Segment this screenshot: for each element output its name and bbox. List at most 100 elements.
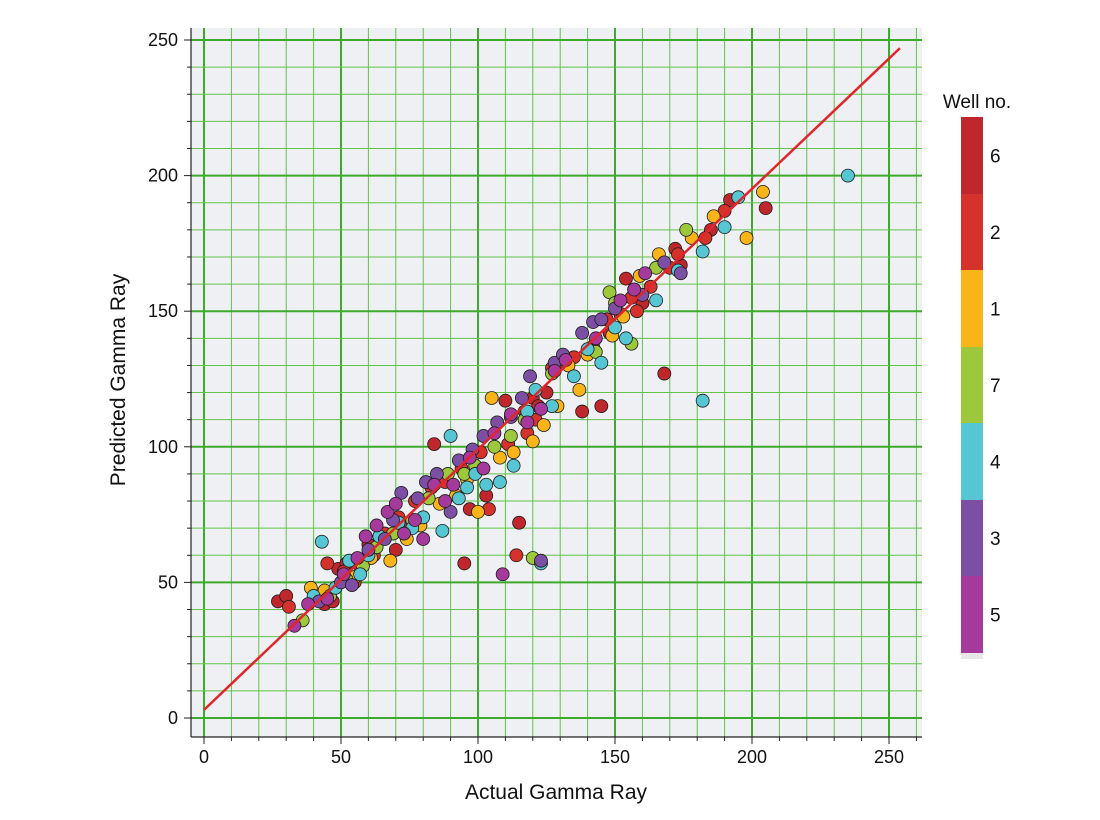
data-point-well-3 bbox=[575, 325, 590, 340]
data-point-well-7 bbox=[679, 222, 694, 237]
data-point-well-4 bbox=[717, 220, 732, 235]
data-point-well-4 bbox=[649, 293, 663, 308]
legend-labels: 6 2 1 7 4 3 5 bbox=[990, 147, 1001, 627]
data-point-well-4 bbox=[506, 458, 521, 473]
data-point-well-4 bbox=[608, 320, 622, 335]
data-point-well-5 bbox=[287, 618, 302, 633]
legend-title: Well no. bbox=[943, 92, 1011, 113]
data-point-well-1 bbox=[572, 382, 587, 397]
data-point-well-6 bbox=[457, 556, 472, 571]
data-point-well-5 bbox=[503, 407, 518, 422]
data-point-well-1 bbox=[493, 450, 507, 465]
data-point-well-6 bbox=[594, 399, 609, 414]
data-point-well-4 bbox=[567, 369, 581, 384]
data-point-well-4 bbox=[580, 342, 595, 357]
data-point-well-6 bbox=[619, 271, 633, 286]
data-point-well-6 bbox=[388, 542, 403, 557]
y-tick-label: 0 bbox=[168, 708, 178, 728]
data-point-well-3 bbox=[594, 312, 609, 327]
data-point-well-4 bbox=[314, 534, 329, 549]
regression-line bbox=[203, 47, 901, 711]
y-tick-label: 250 bbox=[148, 30, 178, 50]
legend-label-1: 1 bbox=[990, 300, 1001, 321]
data-point-well-6 bbox=[575, 404, 590, 419]
y-axis-ticks: 0 50 100 150 200 250 bbox=[148, 30, 178, 728]
x-tick-label: 200 bbox=[737, 747, 767, 767]
legend-label-5: 5 bbox=[990, 606, 1001, 627]
data-point-well-1 bbox=[506, 445, 521, 460]
data-point-well-6 bbox=[427, 437, 442, 451]
data-point-well-4 bbox=[435, 523, 450, 538]
legend-color-2 bbox=[961, 194, 983, 270]
data-point-well-3 bbox=[523, 369, 537, 384]
y-tick-label: 50 bbox=[158, 572, 178, 592]
data-point-well-6 bbox=[498, 393, 513, 408]
legend: Well no. 6 2 1 7 4 3 5 bbox=[943, 92, 1011, 659]
data-point-well-5 bbox=[380, 504, 395, 519]
data-point-well-4 bbox=[493, 475, 507, 489]
data-point-well-1 bbox=[756, 184, 770, 199]
data-point-well-5 bbox=[301, 597, 316, 611]
y-tick-label: 200 bbox=[148, 166, 178, 186]
plot-area bbox=[191, 28, 922, 737]
data-point-well-5 bbox=[438, 494, 453, 508]
legend-label-4: 4 bbox=[990, 453, 1001, 474]
data-point-well-4 bbox=[451, 491, 466, 506]
legend-label-2: 2 bbox=[990, 223, 1001, 244]
data-point-well-7 bbox=[602, 285, 617, 300]
data-point-well-5 bbox=[388, 496, 403, 511]
data-point-well-2 bbox=[717, 203, 732, 218]
data-point-well-5 bbox=[638, 266, 653, 281]
data-point-well-3 bbox=[394, 486, 409, 500]
legend-color-3 bbox=[961, 500, 983, 576]
data-point-well-5 bbox=[416, 532, 431, 546]
data-point-well-3 bbox=[514, 391, 529, 405]
data-point-well-5 bbox=[336, 567, 351, 582]
data-point-well-5 bbox=[627, 282, 642, 297]
legend-label-7: 7 bbox=[990, 376, 1001, 397]
data-point-well-4 bbox=[695, 244, 710, 259]
x-tick-label: 0 bbox=[199, 747, 209, 767]
data-point-well-6 bbox=[758, 201, 773, 216]
legend-color-7 bbox=[961, 347, 983, 423]
data-point-well-7 bbox=[503, 429, 518, 443]
data-point-well-2 bbox=[630, 304, 644, 319]
data-point-well-5 bbox=[495, 567, 510, 582]
y-axis-label: Predicted Gamma Ray bbox=[107, 273, 130, 486]
data-point-well-5 bbox=[476, 461, 491, 476]
axes bbox=[184, 28, 922, 744]
data-point-well-4 bbox=[353, 567, 368, 582]
data-point-well-3 bbox=[345, 578, 359, 593]
legend-color-5 bbox=[961, 576, 983, 653]
y-tick-label: 100 bbox=[148, 437, 178, 457]
data-point-well-1 bbox=[536, 418, 551, 433]
legend-color-4 bbox=[961, 423, 983, 500]
data-point-well-5 bbox=[446, 477, 461, 492]
x-tick-label: 150 bbox=[600, 747, 630, 767]
data-point-well-1 bbox=[484, 391, 499, 405]
data-point-well-3 bbox=[443, 504, 458, 519]
data-point-well-3 bbox=[657, 255, 672, 270]
data-point-well-2 bbox=[320, 556, 335, 571]
data-point-well-5 bbox=[369, 518, 384, 533]
data-point-well-4 bbox=[695, 393, 710, 408]
data-point-well-6 bbox=[512, 515, 526, 530]
x-axis-label: Actual Gamma Ray bbox=[465, 781, 648, 804]
data-point-well-5 bbox=[520, 415, 535, 430]
data-point-well-5 bbox=[613, 293, 628, 308]
legend-color-1 bbox=[961, 270, 983, 347]
data-point-well-5 bbox=[397, 526, 411, 541]
data-point-well-1 bbox=[706, 209, 721, 224]
legend-label-3: 3 bbox=[990, 529, 1001, 550]
data-point-well-1 bbox=[739, 231, 754, 245]
data-point-well-1 bbox=[525, 434, 540, 449]
data-point-well-2 bbox=[509, 548, 524, 563]
legend-label-6: 6 bbox=[990, 147, 1001, 168]
data-point-well-4 bbox=[619, 331, 633, 346]
legend-colorbar bbox=[961, 117, 983, 659]
legend-bar-end bbox=[961, 653, 983, 659]
x-axis-ticks: 0 50 100 150 200 250 bbox=[199, 747, 904, 767]
x-tick-label: 250 bbox=[874, 747, 904, 767]
y-tick-label: 150 bbox=[148, 301, 178, 321]
